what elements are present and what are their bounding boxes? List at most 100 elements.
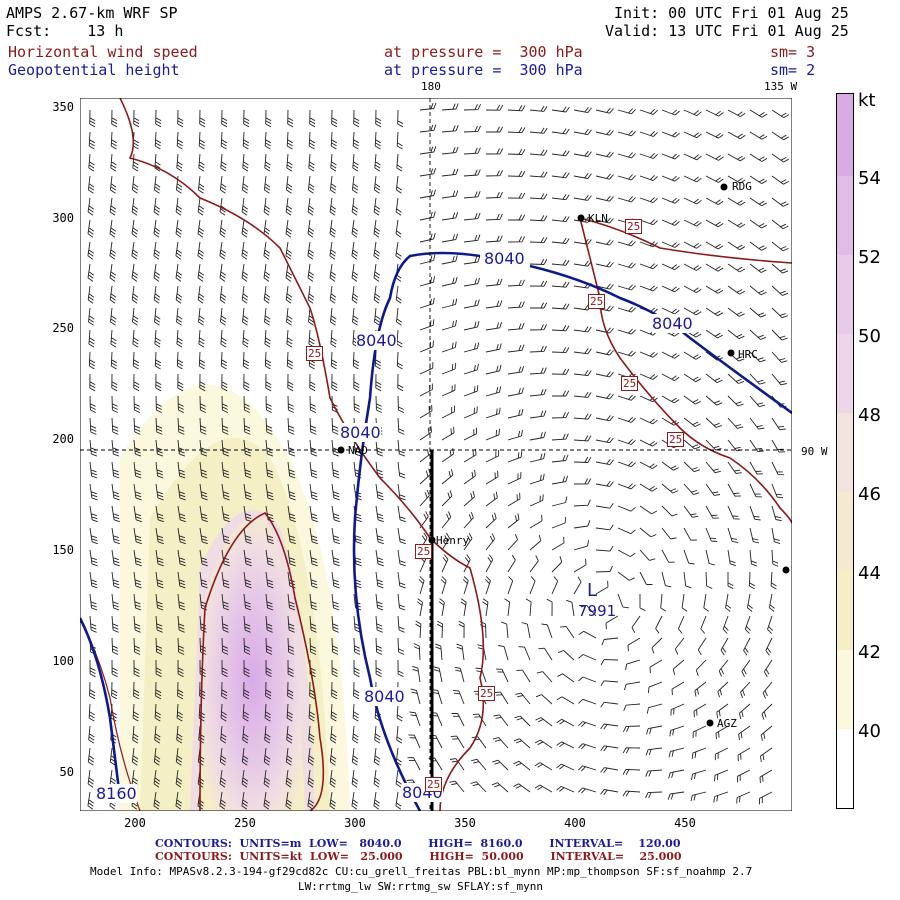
wind-barb (683, 373, 702, 383)
wind-barb (746, 593, 753, 612)
wind-barb (595, 239, 614, 246)
wind-barb (573, 326, 592, 333)
wind-barb (177, 527, 186, 545)
wind-barb (705, 395, 723, 406)
wind-barb (667, 791, 685, 800)
speed-label-4: 25 (621, 376, 639, 391)
wind-barb (441, 511, 452, 529)
contour-label-8040-a: 8040 (484, 249, 525, 268)
wind-barb (504, 598, 511, 617)
wind-barb (154, 131, 162, 150)
wind-barb (463, 256, 481, 265)
wind-barb (450, 735, 465, 749)
wind-barb (241, 263, 249, 282)
wind-barb (617, 350, 636, 357)
wind-barb (683, 505, 699, 518)
wind-barb (727, 527, 739, 543)
wind-barb (534, 739, 553, 749)
wind-barb (375, 109, 382, 128)
wind-barb (219, 285, 227, 304)
wind-barb (535, 694, 553, 705)
wind-barb (639, 130, 658, 137)
wind-barb (683, 285, 702, 293)
station-nad: NAD (348, 444, 368, 457)
wind-barb (199, 439, 208, 457)
wind-barb (265, 483, 274, 501)
wind-barb (397, 461, 406, 479)
wind-barb (463, 554, 471, 573)
wind-barb (595, 349, 614, 356)
wind-barb (645, 747, 663, 756)
wind-barb (220, 329, 227, 348)
wind-barb (309, 637, 317, 655)
wind-barb (353, 439, 362, 457)
wind-barb (492, 759, 509, 771)
wind-barb (111, 571, 120, 589)
wind-barb (88, 351, 96, 370)
wind-barb (242, 329, 249, 348)
wind-barb (374, 307, 381, 326)
wind-barb (197, 197, 205, 216)
wind-barb (243, 593, 252, 611)
wind-barb (309, 549, 318, 567)
wind-barb (307, 791, 314, 810)
wind-barb (221, 483, 230, 501)
wind-barb (485, 170, 504, 177)
wind-barb (463, 147, 481, 155)
wind-barb (176, 153, 183, 172)
wind-barb (89, 549, 98, 567)
wind-barb (529, 473, 545, 485)
model-info-2: LW:rrtmg_lw SW:rrtmg_sw SFLAY:sf_mynn (298, 880, 544, 893)
wind-barb (713, 791, 729, 803)
wind-barb (573, 150, 592, 157)
wind-barb (175, 747, 183, 766)
wind-barb (133, 571, 142, 589)
wind-barb (285, 175, 293, 194)
wind-barb (771, 527, 781, 545)
wind-barb (89, 527, 98, 545)
wind-barb (556, 696, 575, 705)
wind-barb (771, 241, 789, 252)
wind-barb (155, 505, 164, 523)
wind-barb (566, 599, 575, 617)
wind-barb (573, 260, 592, 267)
wind-barb (331, 373, 338, 392)
wind-barb (154, 329, 161, 348)
wind-barb (507, 513, 520, 529)
wind-barb (89, 439, 98, 457)
wind-barb (771, 505, 782, 522)
wind-barb (175, 197, 183, 216)
wind-barb (111, 483, 120, 501)
wind-barb (353, 109, 360, 128)
wind-barb (397, 483, 406, 501)
y-tick-250: 250 (52, 321, 74, 335)
wind-barb (727, 505, 740, 520)
wind-barb (133, 593, 142, 611)
wind-barb (352, 725, 359, 744)
wind-barb (419, 340, 434, 353)
wind-barb (110, 351, 118, 370)
wind-barb (646, 703, 663, 714)
wind-barb (507, 554, 516, 573)
wind-barb (243, 571, 252, 589)
wind-barb (155, 593, 164, 611)
wind-barb (353, 373, 360, 392)
colorbar-band-46 (837, 492, 853, 571)
footer-speed-contours: CONTOURS: UNITS=kt LOW= 25.000 HIGH= 50.… (155, 850, 682, 863)
wind-barb (646, 725, 663, 735)
wind-barb (241, 219, 249, 238)
wind-barb (353, 659, 360, 678)
wind-barb (396, 307, 403, 326)
wind-barb (111, 615, 119, 633)
wind-barb (373, 175, 381, 194)
wind-barb (88, 329, 95, 348)
wind-barb (714, 747, 729, 761)
wind-barb (263, 241, 270, 260)
wind-barb (419, 362, 434, 375)
wind-barb (573, 520, 591, 529)
wind-barb (625, 659, 641, 671)
colorbar-band-42 (837, 650, 853, 729)
wind-barb (435, 643, 443, 661)
wind-barb (154, 725, 161, 744)
wind-barb (309, 109, 316, 128)
